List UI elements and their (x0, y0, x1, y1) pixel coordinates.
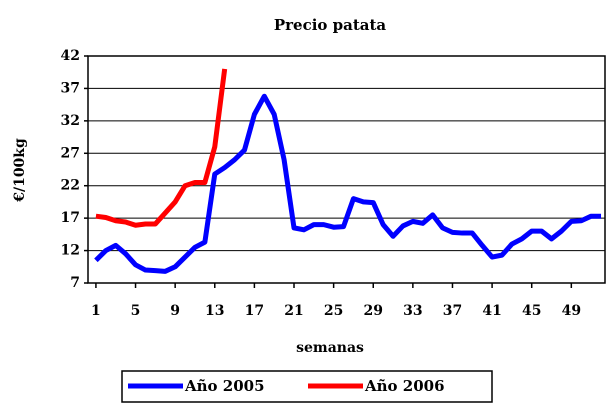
x-tick-label: 49 (562, 303, 581, 319)
x-tick-label: 25 (324, 303, 343, 319)
x-axis-label: semanas (296, 340, 364, 356)
x-tick-label: 33 (403, 303, 422, 319)
legend-label: Año 2005 (184, 377, 265, 395)
line-series (94, 93, 602, 274)
x-tick-label: 29 (363, 303, 382, 319)
y-tick-label: 17 (61, 210, 80, 226)
y-tick-label: 42 (61, 48, 80, 64)
y-tick-label: 37 (61, 80, 80, 96)
plot-border (87, 55, 606, 284)
x-tick-label: 9 (170, 303, 180, 319)
x-tick-label: 5 (131, 303, 141, 319)
x-tick-label: 13 (205, 303, 224, 319)
y-axis-label: €/100kg (12, 138, 28, 203)
y-tick-label: 27 (61, 145, 80, 161)
y-tick-label: 22 (61, 178, 80, 194)
y-tick-label: 7 (70, 275, 80, 291)
y-tick-label: 12 (61, 243, 80, 259)
legend-label: Año 2006 (364, 377, 445, 395)
x-tick-label: 41 (482, 303, 501, 319)
line-series (95, 68, 228, 228)
chart-title: Precio patata (274, 16, 387, 34)
legend-box (121, 370, 493, 403)
x-tick-label: 1 (91, 303, 101, 319)
y-tick-label: 32 (61, 113, 80, 129)
x-tick-label: 37 (443, 303, 462, 319)
x-tick-label: 17 (245, 303, 264, 319)
x-tick-label: 45 (522, 303, 541, 319)
x-tick-label: 21 (284, 303, 303, 319)
